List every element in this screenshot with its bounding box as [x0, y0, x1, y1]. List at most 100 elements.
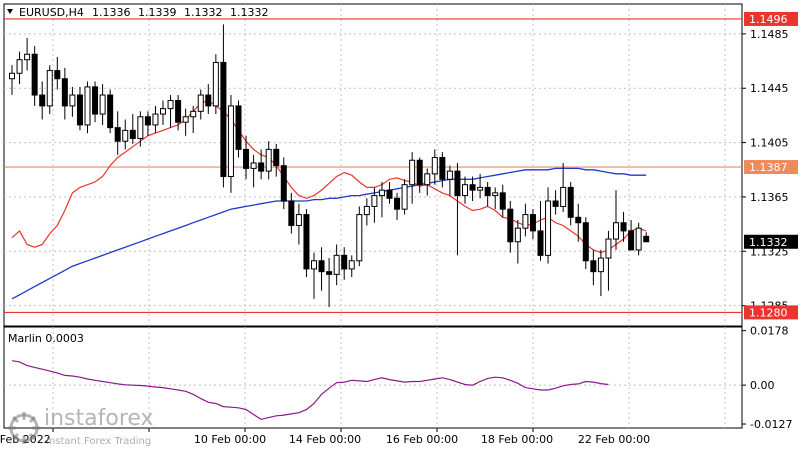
candle-bear: [386, 189, 393, 199]
ohlc-open: 1.1336: [92, 6, 131, 19]
candle-bull: [9, 72, 15, 80]
candle-bull: [462, 184, 468, 197]
candle-bull: [227, 105, 234, 178]
candle-bull: [409, 159, 416, 186]
candle-bull: [635, 227, 642, 251]
candle-bear: [590, 260, 597, 273]
candle-bull: [16, 59, 23, 74]
candle-bull: [560, 186, 567, 207]
candle-bear: [507, 208, 514, 243]
candle-bear: [499, 192, 506, 210]
y-tick-label: 1.1365: [750, 191, 789, 204]
candle-bull: [348, 260, 355, 270]
candle-bull: [371, 195, 378, 207]
candle-bear: [107, 94, 114, 129]
y-tick-label: 1.1445: [750, 82, 789, 95]
candle-bull: [265, 148, 272, 172]
candle-bear: [439, 157, 446, 180]
candle-bear: [394, 197, 401, 210]
candle-bull: [167, 99, 174, 110]
candle-bull: [492, 192, 499, 197]
candle-bear: [31, 53, 38, 96]
level-label-bg: [744, 305, 798, 320]
candle-bull: [46, 70, 53, 107]
candle-bear: [582, 222, 589, 262]
candle-bear: [469, 184, 476, 191]
x-tick-label: 18 Feb 00:00: [481, 433, 553, 446]
candle-bear: [288, 200, 295, 226]
candle-bear: [318, 260, 325, 273]
candle-bear: [273, 148, 280, 167]
candle-bear: [129, 129, 136, 140]
candle-bear: [552, 200, 559, 207]
x-tick-label: 10 Feb 00:00: [194, 433, 266, 446]
ohlc-low: 1.1332: [184, 6, 223, 19]
y-tick-label: 1.1405: [750, 137, 789, 150]
candle-bear: [643, 235, 650, 243]
candle-bull: [545, 200, 552, 256]
x-tick-label: 14 Feb 00:00: [289, 433, 361, 446]
x-tick-label: 16 Feb 00:00: [386, 433, 458, 446]
candle-bear: [628, 230, 635, 251]
indicator-panel-frame: [3, 326, 743, 429]
instaforex-logo-icon: [8, 412, 40, 444]
level-label: 1.1496: [749, 13, 788, 26]
ohlc-close: 1.1332: [230, 6, 269, 19]
candle-bull: [122, 129, 129, 142]
candle-bull: [190, 110, 197, 118]
candle-bear: [114, 127, 121, 142]
level-label-bg: [744, 11, 798, 26]
candle-bull: [356, 214, 363, 262]
candle-bull: [613, 222, 619, 240]
x-tick-label: 22 Feb 00:00: [578, 433, 650, 446]
candle-bear: [258, 162, 265, 172]
indicator-label: Marlin 0.0003: [8, 332, 84, 345]
level-label-bg: [744, 160, 798, 175]
candle-bear: [484, 186, 491, 197]
candle-bear: [76, 94, 83, 126]
symbol-timeframe: EURUSD,H4: [19, 6, 84, 19]
candle-bull: [212, 61, 219, 107]
ohlc-high: 1.1339: [138, 6, 177, 19]
candle-bull: [250, 162, 257, 169]
candle-bear: [205, 94, 212, 107]
indicator-tick-label: 0.0178: [750, 325, 789, 338]
candle-bull: [424, 173, 431, 186]
watermark-brand: instaforex: [44, 406, 154, 431]
candle-bear: [454, 170, 461, 197]
candle-bull: [522, 214, 529, 229]
candle-bull: [69, 94, 76, 107]
candle-bull: [605, 238, 612, 259]
symbol-dropdown-icon: [7, 9, 13, 14]
candle-bull: [311, 260, 317, 270]
indicator-line: [11, 360, 609, 421]
indicator-tick-label: 0.00: [750, 379, 775, 392]
candle-bear: [537, 230, 544, 256]
candle-bull: [24, 53, 31, 61]
candle-bear: [303, 214, 310, 270]
indicator-tick-label: -0.0127: [750, 418, 792, 431]
candle-bear: [220, 61, 227, 178]
candle-bear: [529, 214, 536, 232]
candle-bull: [197, 94, 204, 112]
current-price-bg: [744, 234, 798, 249]
candle-bull: [333, 254, 340, 275]
candle-bear: [144, 116, 151, 126]
candle-bull: [152, 113, 159, 126]
ma-slow-line: [11, 167, 647, 300]
candle-bull: [378, 189, 385, 197]
candle-bull: [84, 86, 91, 126]
candle-bull: [597, 257, 604, 273]
candle-bear: [567, 186, 574, 218]
candle-bull: [137, 116, 144, 140]
candle-bear: [243, 148, 250, 169]
candle-bear: [92, 86, 99, 115]
candle-bull: [295, 214, 302, 226]
watermark-tagline: Instant Forex Trading: [46, 436, 152, 447]
current-price-label: 1.1332: [749, 236, 788, 249]
candle-bull: [363, 205, 370, 216]
candle-bull: [431, 157, 438, 175]
candle-bear: [620, 222, 627, 232]
ma-fast-line: [11, 99, 647, 254]
